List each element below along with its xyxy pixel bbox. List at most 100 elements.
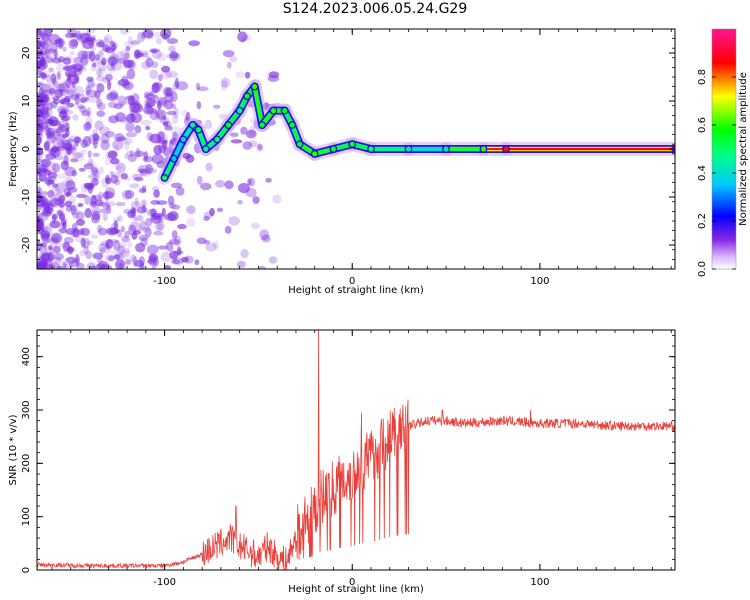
ridge-point: [442, 145, 450, 153]
noise-blob: [141, 60, 152, 70]
noise-blob: [37, 136, 42, 146]
noise-blob: [39, 46, 49, 56]
noise-blob: [175, 186, 185, 196]
ridge-point: [329, 145, 338, 153]
noise-blob: [164, 125, 173, 131]
noise-blob: [37, 158, 43, 164]
noise-blob: [184, 255, 194, 264]
noise-blob: [37, 38, 42, 44]
snr-y-ticks: 0 100 200 300 400: [21, 334, 675, 573]
ridge-point: [269, 106, 278, 115]
noise-blob: [169, 52, 180, 59]
noise-blob: [151, 49, 162, 60]
noise-blob: [87, 150, 92, 159]
noise-blob: [105, 239, 114, 249]
noise-blob: [90, 167, 99, 176]
noise-blob: [115, 202, 126, 207]
noise-blob: [58, 124, 64, 129]
noise-blob: [173, 107, 179, 119]
noise-blob: [45, 102, 53, 111]
noise-blob: [146, 97, 156, 108]
noise-blob: [48, 244, 53, 251]
noise-blob: [117, 245, 126, 256]
noise-blob: [109, 170, 115, 177]
noise-blob: [127, 59, 136, 70]
noise-blob: [58, 228, 68, 234]
noise-blob: [37, 29, 40, 33]
noise-blob: [70, 33, 78, 38]
noise-blob: [37, 168, 42, 174]
noise-blob: [130, 40, 140, 45]
noise-blob: [96, 75, 105, 82]
ridge-point: [213, 135, 221, 144]
noise-blob: [41, 168, 48, 173]
noise-blob: [59, 97, 71, 105]
noise-blob: [110, 174, 119, 184]
noise-blob: [92, 152, 100, 157]
noise-blob: [157, 130, 165, 141]
noise-blob: [109, 157, 120, 165]
figure-title: S124.2023.006.05.24.G29: [282, 1, 468, 17]
noise-blob: [47, 131, 58, 137]
noise-blob: [124, 230, 130, 239]
noise-blob: [64, 187, 71, 198]
snr-panel: -100 0 100 0 100 200 300 400 Height of straigh…: [8, 329, 676, 595]
noise-blob: [141, 185, 147, 193]
noise-blob: [83, 163, 94, 170]
noise-blob: [99, 247, 106, 255]
noise-blob: [153, 189, 160, 198]
noise-blob: [213, 241, 219, 249]
ridge-point: [235, 106, 244, 115]
noise-blob: [64, 192, 73, 198]
ridge-peak: [253, 85, 264, 126]
noise-blob: [170, 204, 181, 210]
noise-blob: [92, 133, 100, 142]
noise-blob: [45, 131, 55, 140]
noise-blob: [256, 144, 264, 152]
noise-blob: [105, 254, 115, 262]
noise-blob: [242, 34, 252, 42]
noise-blob: [49, 87, 55, 97]
noise-blob: [113, 254, 121, 260]
noise-blob: [80, 56, 89, 67]
noise-blob: [84, 208, 93, 219]
noise-blob: [153, 256, 159, 267]
noise-blob: [62, 46, 67, 52]
noise-blob: [37, 167, 42, 177]
noise-blob: [81, 110, 90, 117]
noise-blob: [103, 243, 112, 255]
ridge-point: [250, 82, 259, 91]
noise-blob: [131, 103, 144, 113]
noise-blob: [127, 35, 133, 46]
noise-blob: [169, 50, 178, 62]
noise-blob: [66, 102, 75, 108]
noise-blob: [120, 172, 128, 180]
noise-blob: [55, 146, 68, 151]
noise-blob: [62, 261, 67, 269]
noise-blob: [102, 43, 110, 53]
noise-blob: [91, 213, 101, 224]
noise-blob: [74, 151, 85, 162]
colorbar: 0.0 0.2 0.4 0.6 0.8 Normalized spectral ampl…: [697, 28, 749, 277]
noise-blob: [50, 73, 57, 84]
noise-blob: [38, 93, 48, 102]
noise-blob: [145, 107, 158, 114]
noise-blob: [80, 53, 89, 65]
noise-blob: [166, 38, 179, 45]
noise-blob: [170, 91, 178, 103]
noise-blob: [265, 177, 272, 183]
noise-blob: [37, 118, 43, 128]
noise-blob: [37, 182, 41, 194]
noise-blob: [51, 183, 59, 188]
noise-blob: [37, 212, 49, 222]
noise-blob: [116, 136, 127, 141]
noise-blob: [136, 206, 148, 214]
noise-blob: [37, 212, 43, 222]
colorbar-label: Normalized spectral amplitude: [738, 72, 749, 226]
noise-blob: [166, 70, 178, 78]
noise-blob: [132, 216, 139, 222]
noise-blob: [119, 250, 131, 257]
noise-blob: [106, 63, 116, 71]
noise-blob: [64, 200, 73, 208]
noise-blob: [157, 245, 168, 250]
